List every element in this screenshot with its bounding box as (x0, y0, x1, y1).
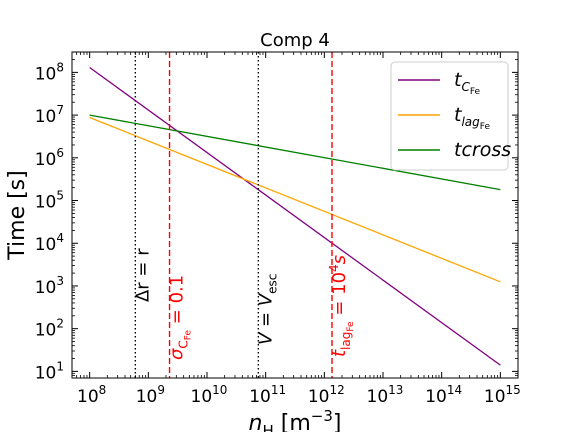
vline-label-vesc: V = Vesc (255, 274, 279, 345)
legend-label-sub: cross (461, 139, 511, 161)
x-tick-label: 1010 (191, 383, 228, 407)
x-tick-label: 1013 (367, 383, 404, 407)
y-tick-label: 101 (35, 359, 64, 383)
y-tick-label-base: 10 (35, 193, 57, 213)
legend-label-subsub: Fe (480, 122, 491, 132)
x-axis-label-sup: −3 (311, 407, 333, 425)
series-line-tCFe (89, 66, 501, 366)
y-tick-label: 107 (35, 103, 64, 127)
y-tick-label-base: 10 (35, 64, 57, 84)
x-tick-label: 1014 (425, 383, 462, 407)
legend-label-tCFe: tCFe (454, 69, 481, 97)
x-tick-label-exp: 13 (388, 383, 403, 397)
x-tick-label-exp: 15 (506, 383, 521, 397)
legend-box (390, 61, 509, 171)
y-tick-label-exp: 5 (56, 189, 64, 203)
vline-label-dr: Δr = r (132, 248, 153, 302)
y-tick-label: 108 (35, 60, 64, 84)
vline-label-subsub: Fe (346, 321, 356, 332)
x-axis-label-main: n (249, 411, 263, 432)
x-axis-label-end: ] (333, 411, 342, 432)
x-tick-label-base: 10 (77, 387, 99, 407)
x-tick-label-exp: 11 (271, 383, 286, 397)
vline-label-end: s (329, 255, 350, 264)
x-tick-label: 108 (77, 383, 106, 407)
x-tick-label-base: 10 (425, 387, 447, 407)
vline-label-rest: = 10 (329, 272, 350, 321)
y-tick-label-base: 10 (35, 278, 57, 298)
x-tick-label: 1011 (249, 383, 286, 407)
series-line-tlag (89, 116, 501, 283)
series-line-tcross (89, 114, 501, 191)
x-tick-label-base: 10 (367, 387, 389, 407)
x-tick-label: 109 (136, 383, 165, 407)
y-tick-label-exp: 6 (56, 146, 64, 160)
y-tick-label-exp: 2 (56, 317, 64, 331)
x-tick-label-exp: 9 (157, 383, 165, 397)
x-tick-label-base: 10 (136, 387, 158, 407)
x-axis-label: nH [m−3] (249, 407, 342, 432)
y-tick-label: 106 (35, 146, 64, 170)
y-tick-label: 104 (35, 231, 64, 255)
x-tick-label-exp: 8 (99, 383, 107, 397)
chart-title: Comp 4 (260, 30, 330, 51)
x-tick-label-exp: 10 (212, 383, 227, 397)
legend-label-sub: C (461, 80, 470, 94)
x-tick-label-base: 10 (249, 387, 271, 407)
y-axis-label: Time [s] (5, 170, 30, 260)
y-tick-label-base: 10 (35, 363, 57, 383)
y-tick-label-exp: 1 (56, 359, 64, 373)
legend-label-main: t (454, 139, 463, 161)
vline-label-text: Δr = r (132, 248, 153, 302)
y-tick-label: 103 (35, 274, 64, 298)
y-tick-label-base: 10 (35, 150, 57, 170)
x-axis-label-sub: H (262, 422, 273, 432)
legend-label-main: t (454, 104, 463, 126)
y-tick-label-exp: 7 (56, 103, 64, 117)
plot-frame (71, 51, 519, 379)
legend-label-tlag: tlagFe (454, 104, 490, 132)
legend-label-tcross: tcross (454, 139, 511, 161)
vline-label-sigma: σCFe = 0.1 (167, 275, 194, 360)
y-tick-label: 102 (35, 317, 64, 341)
vline-label-sub: lag (339, 332, 353, 350)
x-tick-label: 1015 (484, 383, 521, 407)
x-tick-label-exp: 14 (447, 383, 462, 397)
y-tick-label: 105 (35, 189, 64, 213)
y-tick-label-exp: 4 (56, 231, 64, 245)
vline-label-main: V = V (255, 292, 276, 345)
vline-label-subsub: Fe (184, 330, 194, 341)
x-tick-label-exp: 12 (330, 383, 345, 397)
y-tick-label-base: 10 (35, 235, 57, 255)
y-tick-label-base: 10 (35, 107, 57, 127)
legend-label-main: t (454, 69, 463, 91)
x-axis-label-rest: [m (274, 411, 311, 432)
vline-label-tlag10: tlagFe = 104s (327, 255, 356, 357)
vline-label-rest: = 0.1 (167, 275, 188, 330)
x-tick-label-base: 10 (191, 387, 213, 407)
vline-label-sub: C (177, 340, 191, 348)
vline-label-main: σ (167, 348, 188, 360)
x-tick-label-base: 10 (484, 387, 506, 407)
x-tick-label-base: 10 (308, 387, 330, 407)
vline-label-sub: esc (265, 274, 279, 294)
x-tick-label: 1012 (308, 383, 345, 407)
vline-label-sup: 4 (327, 264, 341, 272)
vline-label-main: t (329, 349, 350, 357)
legend-label-subsub: Fe (470, 87, 481, 97)
y-tick-label-base: 10 (35, 321, 57, 341)
y-tick-label-exp: 3 (56, 274, 64, 288)
legend-label-sub: lag (461, 115, 480, 129)
y-tick-label-exp: 8 (56, 60, 64, 74)
